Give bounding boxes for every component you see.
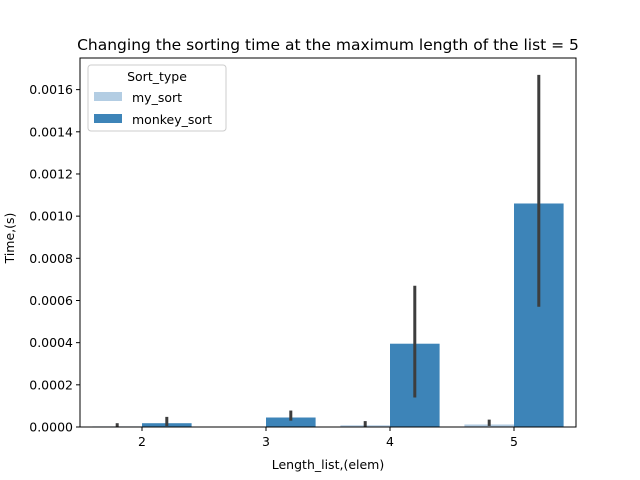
legend-frame [87,64,227,132]
x-axis-label: Length_list,(elem) [272,457,384,472]
x-axis: 2 3 4 5 [138,427,518,449]
y-tick-label: 0.0016 [29,82,73,97]
bar-monkey-sort-3 [266,417,316,427]
legend-swatch-monkey-sort [94,114,122,123]
y-tick-label: 0.0004 [29,335,73,350]
y-axis-label: Time,(s) [2,213,17,265]
plot-area [79,57,577,428]
y-tick-label: 0.0008 [29,251,73,266]
x-tick-label: 5 [510,434,518,449]
legend: Sort_type my_sort monkey_sort [87,64,227,132]
chart-title: Changing the sorting time at the maximum… [77,36,579,54]
legend-label-my-sort: my_sort [132,90,182,105]
plot-frame [79,57,577,428]
legend-label-monkey-sort: monkey_sort [132,112,212,127]
y-tick-label: 0.0012 [29,166,73,181]
x-tick-label: 3 [262,434,270,449]
y-tick-label: 0.0002 [29,377,73,392]
legend-swatch-my-sort [94,92,122,101]
x-tick-label: 4 [386,434,394,449]
x-tick-label: 2 [138,434,146,449]
legend-title: Sort_type [127,69,187,84]
y-axis: 0.0000 0.0002 0.0004 0.0006 0.0008 0.0010 0.00… [29,82,80,435]
y-tick-label: 0.0000 [29,420,73,435]
y-tick-label: 0.0014 [29,124,73,139]
y-tick-label: 0.0010 [29,209,73,224]
y-tick-label: 0.0006 [29,293,73,308]
